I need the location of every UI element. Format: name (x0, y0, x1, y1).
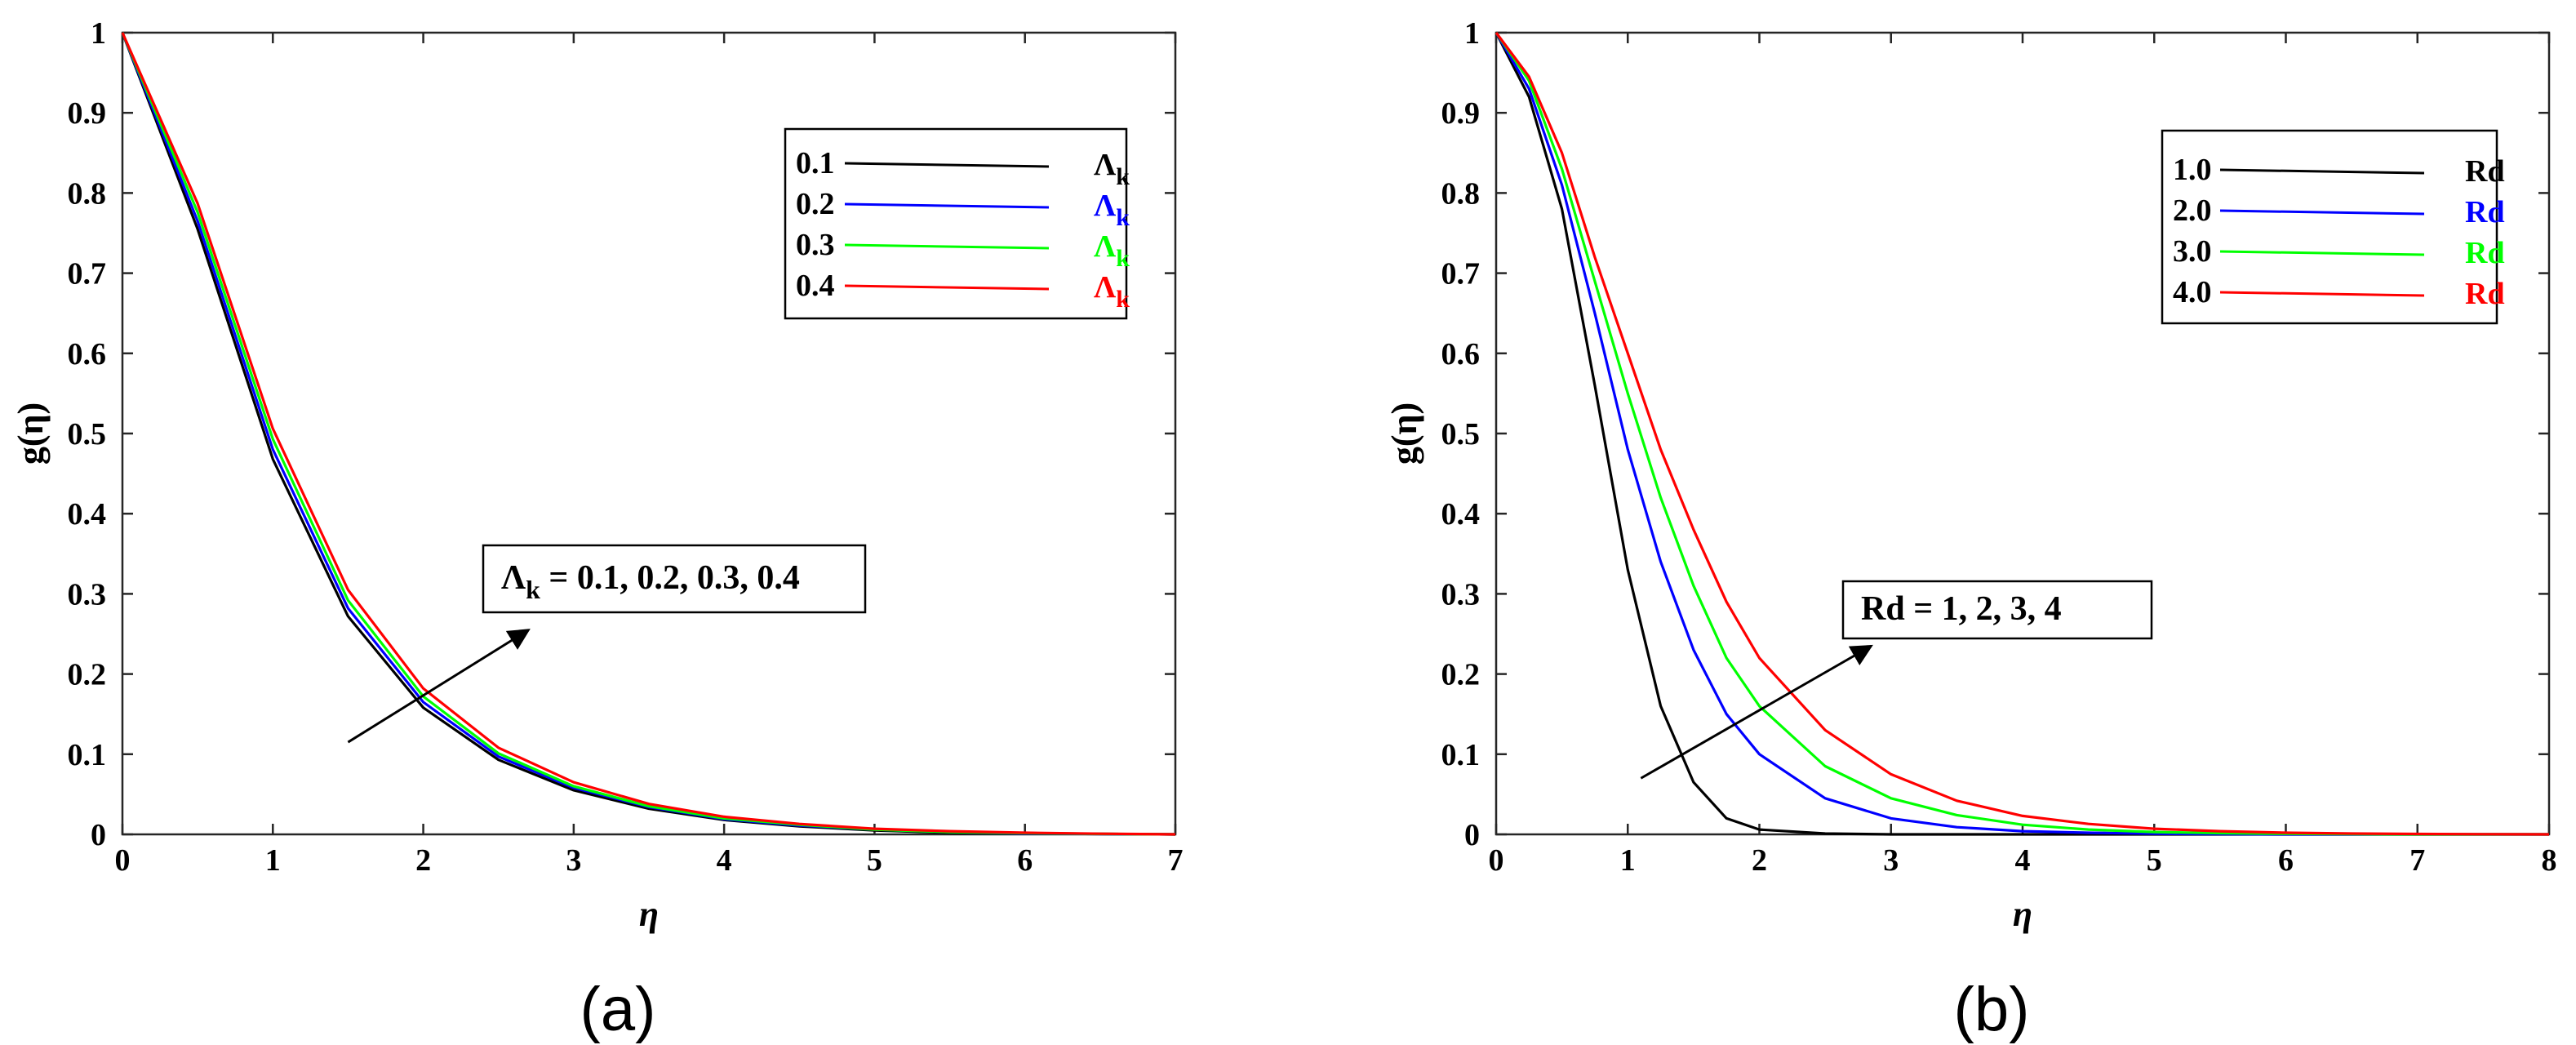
chart-panel-a: 0 1 2 3 4 5 6 7 0 0.1 0.2 0.3 0.4 0.5 0.6 0.7 0.8 0.9 1 η g(… (11, 16, 1184, 1044)
y-tick-label: 0.7 (68, 257, 107, 291)
legend-box (784, 127, 1128, 320)
y-tick-label: 0.6 (68, 337, 107, 371)
x-tick-label: 7 (1168, 843, 1184, 878)
legend-symbol: Rd (2465, 236, 2505, 270)
legend-value: 0.3 (796, 228, 835, 262)
legend-symbol: Λk (1094, 270, 1130, 313)
panel-label: (b) (1954, 975, 2030, 1044)
x-tick-label: 6 (1017, 843, 1033, 878)
y-tick-label: 0.8 (68, 176, 107, 211)
y-tick-label: 0.1 (1441, 738, 1481, 772)
legend: 1.0 Rd 2.0 Rd 3.0 Rd 4.0 Rd (2161, 129, 2505, 325)
legend-value: 1.0 (2173, 153, 2212, 187)
legend-value: 2.0 (2173, 193, 2212, 228)
annotation: Rd = 1, 2, 3, 4 (1640, 580, 2153, 780)
legend-line (844, 162, 1050, 168)
y-tick-label: 0 (1464, 818, 1480, 852)
x-tick-label: 1 (1620, 843, 1636, 878)
y-axis-label: g(η) (11, 402, 51, 465)
x-axis-label: η (639, 894, 659, 934)
legend-value: 3.0 (2173, 234, 2212, 269)
annotation-text: Λk = 0.1, 0.2, 0.3, 0.4 (501, 559, 800, 604)
x-tick-label: 0 (1489, 843, 1504, 878)
y-tick-label: 0.4 (1441, 497, 1481, 531)
legend-line (2219, 168, 2425, 175)
y-tick-label: 0.5 (68, 417, 107, 451)
annotation-arrow (347, 629, 531, 744)
y-tick-label: 0.7 (1441, 257, 1481, 291)
x-tick-label: 5 (867, 843, 882, 878)
y-tick-label: 0.8 (1441, 176, 1481, 211)
x-tick-label: 4 (2015, 843, 2031, 878)
x-tick-label: 1 (265, 843, 281, 878)
annotation-text: Rd = 1, 2, 3, 4 (1861, 590, 2062, 628)
y-axis-label: g(η) (1384, 402, 1424, 465)
x-tick-label: 3 (566, 843, 581, 878)
annotation-box (1841, 580, 2153, 640)
legend-box (2161, 129, 2498, 325)
x-tick-label: 4 (717, 843, 732, 878)
legend-value: 0.4 (796, 269, 835, 303)
annotation-box (482, 544, 867, 614)
legend-line (2219, 250, 2425, 256)
series-line-0.4 (121, 32, 1176, 836)
y-tick-label: 0.3 (1441, 577, 1481, 611)
legend: 0.1 Λk 0.2 Λk 0.3 Λk 0.4 Λk (784, 127, 1130, 320)
legend-symbol: Λk (1094, 148, 1130, 190)
x-tick-label: 3 (1883, 843, 1899, 878)
y-tick-label: 0.5 (1441, 417, 1481, 451)
x-tick-label: 7 (2409, 843, 2425, 878)
legend-symbol: Rd (2465, 154, 2505, 189)
series-line-4.0 (1495, 32, 2550, 836)
panel-label: (a) (580, 975, 656, 1044)
x-tick-label: 6 (2278, 843, 2294, 878)
y-tick-label: 0.2 (1441, 658, 1481, 692)
legend-line (2219, 209, 2425, 216)
y-tick-label: 0.1 (68, 738, 107, 772)
y-tick-label: 0 (91, 818, 106, 852)
y-tick-label: 0.3 (68, 577, 107, 611)
legend-symbol: Λk (1094, 229, 1130, 272)
legend-line (844, 284, 1050, 291)
annotation: Λk = 0.1, 0.2, 0.3, 0.4 (347, 544, 867, 744)
legend-value: 0.2 (796, 187, 835, 221)
y-tick-label: 0.2 (68, 658, 107, 692)
chart-panel-b: 0 1 2 3 4 5 6 7 8 0 0.1 0.2 0.3 0.4 0.5 0.6 0.7 0.8 0.9 1 η g… (1384, 16, 2557, 1044)
legend-value: 0.1 (796, 146, 835, 180)
y-tick-label: 1 (1464, 16, 1480, 51)
legend-line (2219, 291, 2425, 297)
x-tick-label: 0 (115, 843, 131, 878)
x-tick-label: 2 (415, 843, 431, 878)
legend-symbol: Rd (2465, 277, 2505, 311)
y-tick-label: 0.6 (1441, 337, 1481, 371)
annotation-arrow (1640, 644, 1873, 780)
x-axis-label: η (2013, 894, 2032, 934)
y-tick-label: 0.9 (1441, 96, 1481, 131)
legend-line (844, 202, 1050, 209)
y-tick-label: 0.4 (68, 497, 107, 531)
legend-symbol: Λk (1094, 189, 1130, 231)
y-tick-label: 0.9 (68, 96, 107, 131)
x-tick-label: 5 (2147, 843, 2162, 878)
legend-line (844, 243, 1050, 250)
y-tick-label: 1 (91, 16, 106, 51)
x-tick-label: 2 (1752, 843, 1767, 878)
x-tick-label: 8 (2542, 843, 2557, 878)
legend-value: 4.0 (2173, 275, 2212, 309)
legend-symbol: Rd (2465, 195, 2505, 229)
